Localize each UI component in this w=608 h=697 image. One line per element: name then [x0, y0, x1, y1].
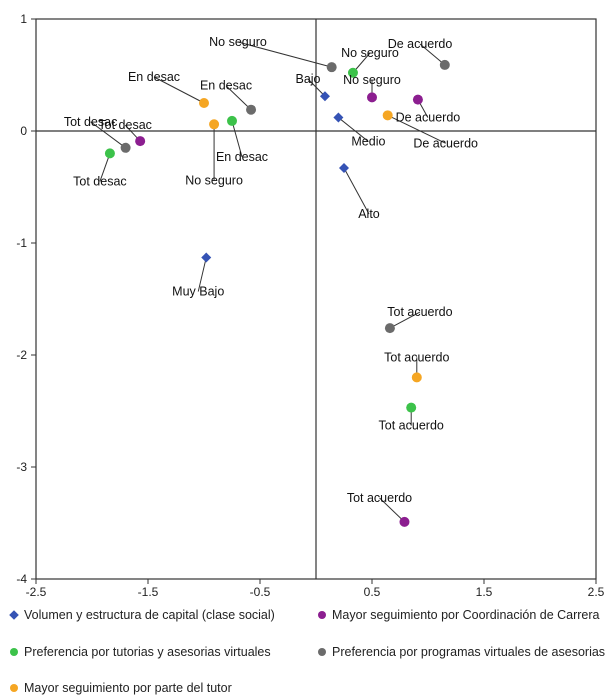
- y-tick-label: -2: [16, 348, 27, 362]
- legend-label: Volumen y estructura de capital (clase s…: [24, 608, 275, 622]
- data-point: [209, 119, 220, 130]
- data-point: [104, 148, 115, 159]
- legend-item-capital: Volumen y estructura de capital (clase s…: [9, 608, 300, 622]
- data-point: [227, 115, 237, 126]
- data-label: Medio: [351, 135, 385, 149]
- y-tick-label: -3: [16, 460, 27, 474]
- x-tick-label: -0.5: [250, 585, 271, 599]
- data-label: En desac: [128, 70, 180, 84]
- label-leader-line: [225, 85, 252, 111]
- label-leader-line: [153, 76, 205, 104]
- data-point: [382, 110, 393, 121]
- data-label: Tot acuerdo: [387, 305, 452, 319]
- label-leader-line: [197, 257, 207, 292]
- data-label: Alto: [358, 207, 380, 221]
- legend-item-tutor: Mayor seguimiento por parte del tutor: [10, 682, 310, 694]
- data-label: En desac: [200, 79, 252, 93]
- scatter-chart: -2.5 -1.5 -0.5 0.5 1.5 2.5 1 0 -1 -2 -3 -4 Muy Bajo…: [16, 12, 605, 599]
- data-point-diamond: [201, 252, 212, 263]
- data-label: No seguro: [343, 73, 401, 87]
- data-label: Bajo: [295, 72, 320, 86]
- label-leader-line: [90, 121, 126, 149]
- data-label: De acuerdo: [396, 111, 461, 125]
- data-label: No seguro: [209, 35, 267, 49]
- data-label: Tot acuerdo: [384, 350, 449, 364]
- data-label: No seguro: [341, 46, 399, 60]
- y-tick-label: 0: [20, 124, 27, 138]
- label-leader-line: [389, 311, 421, 329]
- circle-icon: [10, 684, 18, 692]
- data-label: Tot acuerdo: [347, 491, 412, 505]
- circle-icon: [318, 648, 326, 656]
- data-label: Tot desac: [64, 115, 118, 129]
- data-point: [399, 516, 410, 527]
- data-point: [347, 67, 358, 78]
- data-point: [384, 323, 395, 334]
- circle-icon: [10, 648, 18, 656]
- data-point: [411, 372, 422, 383]
- legend-label: Mayor seguimiento por Coordinación de Ca…: [332, 608, 600, 622]
- legend-label: Mayor seguimiento por parte del tutor: [24, 681, 232, 695]
- x-tick-label: 2.5: [588, 585, 605, 599]
- diamond-icon: [9, 610, 19, 620]
- data-label: Tot desac: [73, 174, 127, 188]
- data-label: Tot acuerdo: [379, 419, 444, 433]
- legend-item-coordinacion: Mayor seguimiento por Coordinación de Ca…: [318, 609, 608, 621]
- legend: Volumen y estructura de capital (clase s…: [9, 608, 608, 697]
- data-point: [246, 104, 257, 115]
- x-tick-label: 0.5: [364, 585, 381, 599]
- data-point: [326, 62, 337, 73]
- x-tick-label: 1.5: [476, 585, 493, 599]
- label-leader-line: [237, 41, 332, 68]
- data-point: [439, 59, 450, 70]
- label-leader-line: [343, 167, 370, 215]
- label-leader-line: [379, 497, 405, 523]
- y-tick-label: -1: [16, 236, 27, 250]
- data-label: No seguro: [185, 173, 243, 187]
- data-point: [412, 94, 423, 105]
- data-point: [135, 136, 146, 147]
- label-leader-line: [419, 43, 446, 66]
- data-point: [406, 402, 417, 413]
- data-point: [120, 142, 131, 153]
- legend-item-tutorias: Preferencia por tutorias y asesorias vir…: [10, 646, 300, 658]
- data-point-diamond: [339, 162, 349, 173]
- data-point-diamond: [333, 112, 344, 123]
- legend-label: Preferencia por tutorias y asesorias vir…: [24, 645, 271, 659]
- y-tick-label: -4: [16, 572, 27, 586]
- label-leader-line: [307, 78, 326, 97]
- label-leader-line: [387, 114, 446, 144]
- data-label: Tot desac: [98, 118, 152, 132]
- data-label: De acuerdo: [413, 136, 478, 150]
- label-leader-line: [231, 120, 243, 158]
- data-label: Muy Bajo: [172, 285, 224, 299]
- legend-item-programas: Preferencia por programas virtuales de a…: [318, 646, 608, 658]
- data-point: [199, 98, 209, 108]
- x-tick-label: -2.5: [26, 585, 47, 599]
- data-point-diamond: [319, 91, 330, 102]
- x-tick-label: -1.5: [138, 585, 159, 599]
- data-point: [367, 92, 377, 103]
- data-label: De acuerdo: [388, 37, 453, 51]
- circle-icon: [318, 611, 326, 619]
- data-label: En desac: [216, 150, 268, 164]
- y-tick-label: 1: [20, 12, 27, 26]
- legend-label: Preferencia por programas virtuales de a…: [332, 645, 606, 659]
- label-leader-line: [338, 117, 369, 142]
